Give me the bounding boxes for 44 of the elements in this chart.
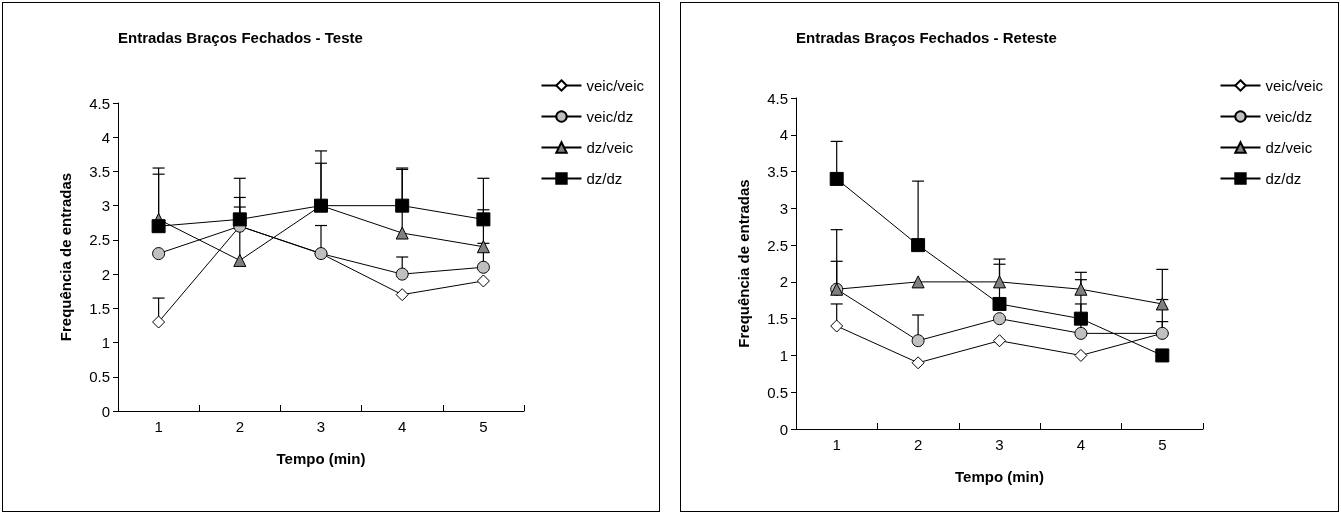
- y-axis-title: Frequência de entradas: [57, 172, 74, 342]
- y-tick-label: 1.5: [89, 299, 110, 317]
- y-tick-label: 2.5: [89, 231, 110, 249]
- y-tick-label: 3.5: [767, 163, 788, 181]
- x-tick-label: 1: [832, 436, 841, 453]
- y-tick-label: 1.5: [767, 310, 788, 328]
- x-tick-label: 5: [1158, 436, 1167, 453]
- chart-title: Entradas Braços Fechados - Teste: [118, 29, 363, 46]
- x-tick-label: 4: [1076, 436, 1086, 453]
- y-tick-label: 3.5: [89, 162, 110, 180]
- chart-title: Entradas Braços Fechados - Reteste: [796, 29, 1057, 46]
- legend-label: dz/dz: [1265, 170, 1302, 187]
- y-tick-label: 4: [779, 126, 788, 144]
- y-tick-label: 1: [101, 334, 110, 352]
- y-tick-label: 0.5: [767, 383, 788, 401]
- x-tick-label: 5: [479, 418, 488, 435]
- legend-label: veic/veic: [586, 77, 645, 94]
- y-tick-label: 3: [101, 197, 110, 215]
- x-tick-label: 3: [995, 436, 1004, 453]
- x-axis-title: Tempo (min): [955, 468, 1044, 485]
- x-tick-label: 1: [154, 418, 163, 435]
- legend-label: veic/dz: [586, 108, 634, 125]
- x-tick-label: 4: [398, 418, 407, 435]
- x-tick-label: 3: [316, 418, 326, 435]
- y-tick-label: 0: [779, 420, 788, 438]
- y-tick-label: 0: [101, 402, 110, 420]
- y-tick-label: 0.5: [89, 368, 110, 386]
- x-tick-label: 2: [913, 436, 923, 453]
- y-tick-label: 2: [101, 265, 110, 283]
- y-tick-label: 4.5: [767, 89, 788, 107]
- y-tick-label: 2: [779, 273, 788, 291]
- y-tick-label: 1: [779, 346, 788, 364]
- y-tick-label: 3: [779, 199, 788, 217]
- y-tick-label: 4: [101, 128, 110, 146]
- legend-label: veic/dz: [1265, 108, 1313, 125]
- legend-label: dz/dz: [586, 170, 623, 187]
- y-tick-label: 4.5: [89, 94, 110, 112]
- y-axis-title: Frequência de entradas: [735, 179, 752, 348]
- y-tick-label: 2.5: [767, 236, 788, 254]
- legend-label: dz/veic: [1265, 139, 1313, 156]
- x-tick-label: 2: [235, 418, 244, 435]
- x-axis-title: Tempo (min): [276, 450, 366, 467]
- legend-label: dz/veic: [586, 139, 634, 156]
- legend-label: veic/veic: [1265, 77, 1324, 94]
